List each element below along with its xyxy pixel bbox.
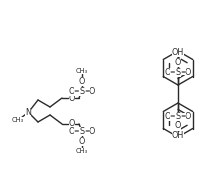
Text: O: O: [89, 87, 95, 96]
Text: =: =: [85, 128, 90, 134]
Text: O: O: [69, 87, 75, 96]
Text: =: =: [181, 113, 186, 119]
Text: O: O: [69, 119, 75, 128]
Text: O: O: [165, 68, 171, 76]
Text: =: =: [74, 88, 79, 94]
Text: S: S: [80, 87, 85, 96]
Text: =: =: [170, 69, 175, 75]
Text: OH: OH: [172, 131, 184, 140]
Text: =: =: [181, 69, 186, 75]
Text: S: S: [175, 68, 181, 76]
Text: O: O: [185, 111, 191, 120]
Text: O: O: [69, 94, 75, 102]
Text: OH: OH: [172, 47, 184, 56]
Text: S: S: [175, 111, 181, 120]
Text: CH₃: CH₃: [12, 117, 24, 123]
Text: O: O: [165, 111, 171, 120]
Text: O: O: [175, 57, 181, 67]
Text: =: =: [170, 113, 175, 119]
Text: O: O: [89, 126, 95, 136]
Text: O: O: [175, 122, 181, 131]
Text: CH₃: CH₃: [76, 148, 88, 154]
Text: N: N: [25, 108, 31, 117]
Text: =: =: [74, 128, 79, 134]
Text: O: O: [79, 137, 85, 145]
Text: =: =: [85, 88, 90, 94]
Text: O: O: [79, 76, 85, 85]
Text: O: O: [185, 68, 191, 76]
Text: S: S: [80, 126, 85, 136]
Text: O: O: [69, 126, 75, 136]
Text: CH₃: CH₃: [76, 68, 88, 74]
